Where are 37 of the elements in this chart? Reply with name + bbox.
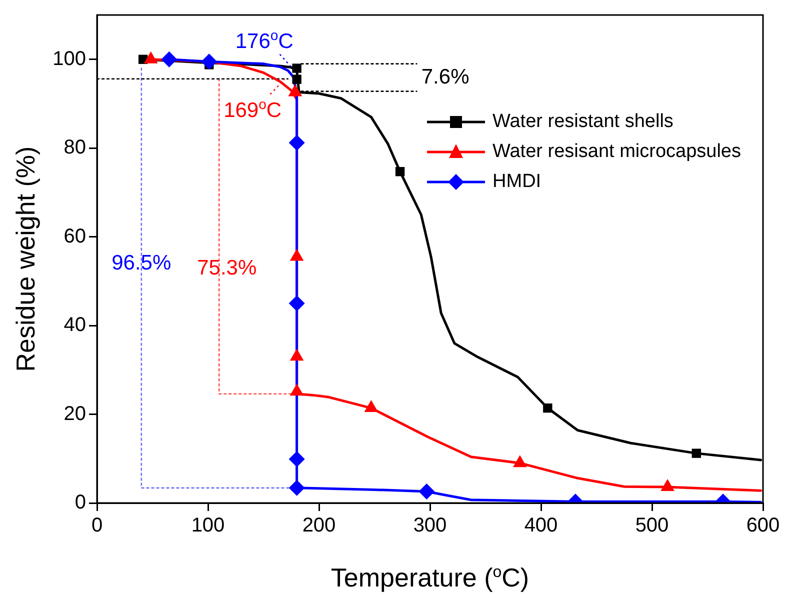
point [512,455,527,468]
point [161,51,178,68]
point [660,479,674,492]
x-tick-label: 400 [524,514,558,537]
legend-label: HMDI [492,171,542,193]
x-tick-label: 300 [413,514,447,537]
annotation: 176$^{o}$C [235,27,294,54]
point [201,54,218,70]
x-tick-label: 200 [302,514,336,537]
annotation: 75.3% [197,256,257,280]
point [290,348,304,361]
point [290,248,304,261]
y-tick-label: 60 [64,225,86,248]
x-axis-title: Temperature ($^{o}$C) [330,562,530,594]
x-tick-label: 0 [91,514,103,537]
point [543,403,552,413]
y-tick-label: 100 [52,48,86,70]
point [292,74,302,84]
annotation: 169$^{o}$C [224,96,282,122]
legend-label: Water resistant shells [492,111,674,133]
point [292,64,302,73]
point [290,384,304,396]
y-tick-label: 20 [64,402,86,425]
point [395,167,405,176]
point [288,134,305,151]
point [364,400,378,412]
annotation: 96.5% [112,252,172,275]
y-tick-label: 80 [64,136,86,159]
y-tick-label: 40 [64,314,86,336]
legend-label: Water resisant microcapsules [492,141,741,163]
y-axis-title: Residue weight (%) [10,146,42,372]
y-tick-label: 0 [74,492,86,514]
x-tick-label: 500 [635,514,669,537]
x-tick-label: 600 [746,514,780,537]
annotation: 7.6% [421,65,470,88]
x-tick-label: 100 [191,514,225,537]
point [288,295,305,312]
